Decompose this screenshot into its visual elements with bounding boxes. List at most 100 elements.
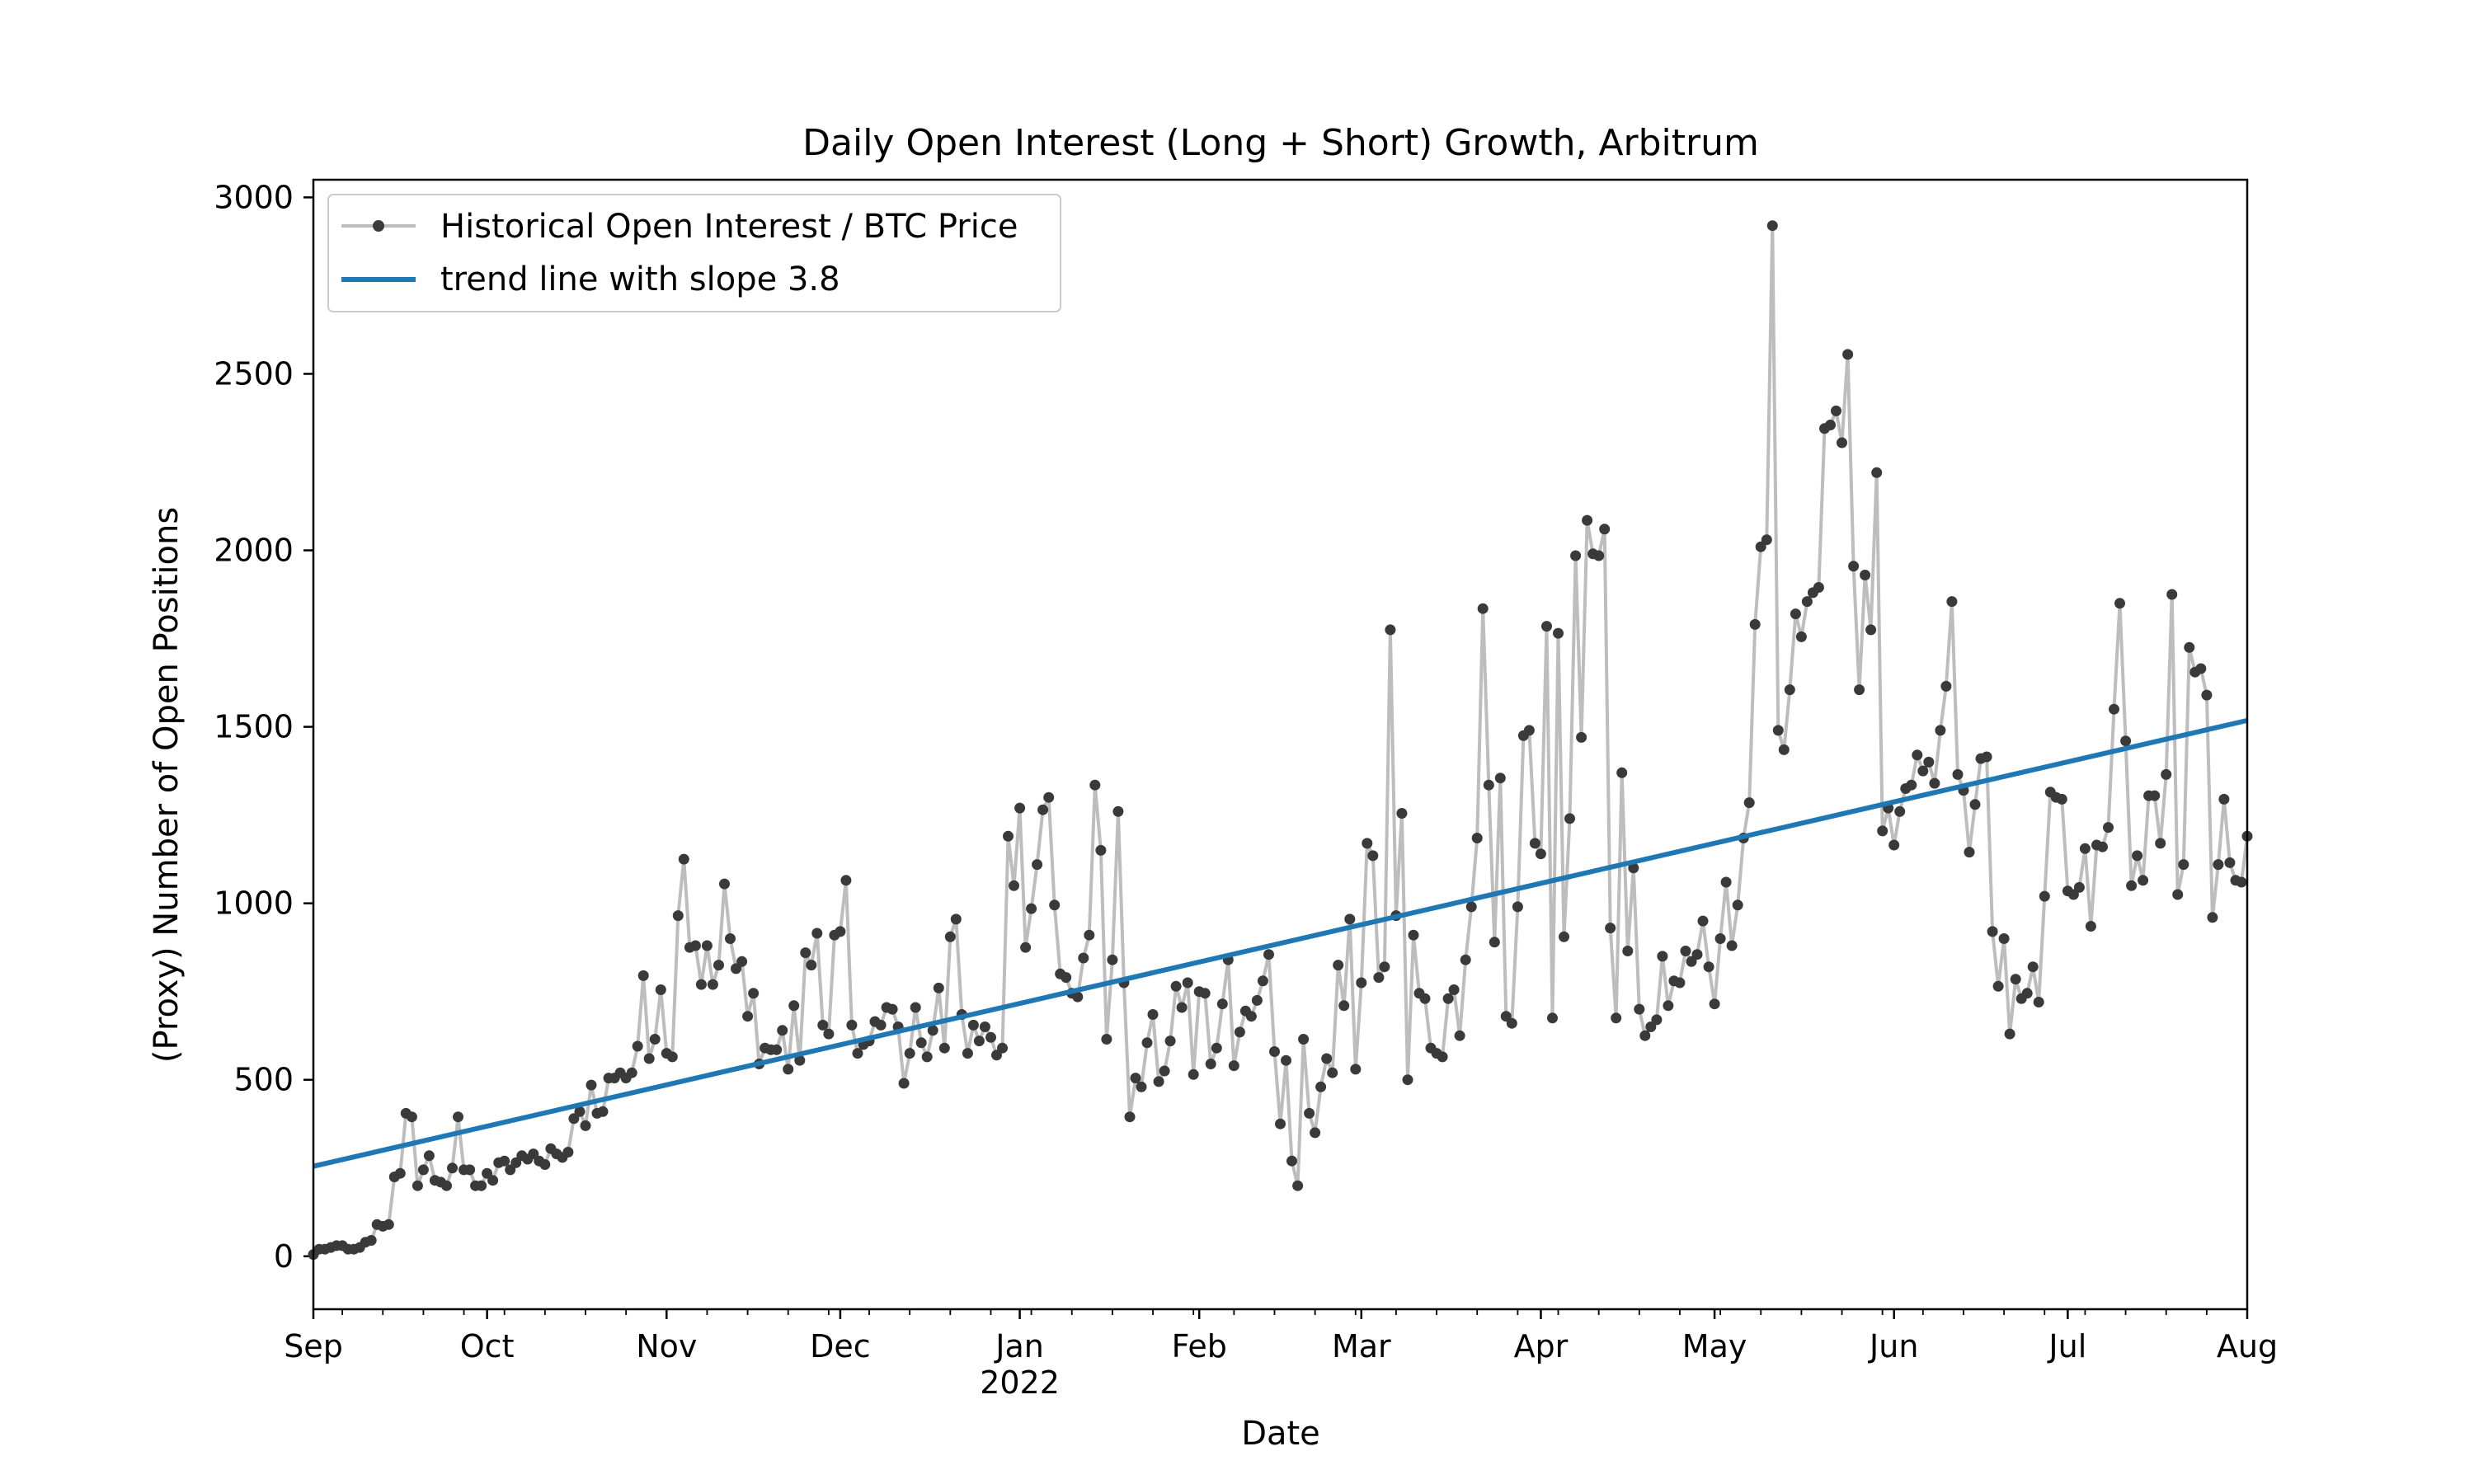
- data-point: [632, 1040, 643, 1052]
- data-point: [580, 1120, 591, 1131]
- x-tick-label: Dec: [810, 1328, 871, 1364]
- data-point: [1732, 899, 1743, 911]
- data-point: [1703, 961, 1714, 973]
- data-point: [1512, 901, 1523, 913]
- data-point: [394, 1167, 406, 1179]
- data-point: [1009, 880, 1019, 891]
- data-point: [447, 1162, 458, 1174]
- data-point: [1778, 744, 1790, 755]
- data-point: [1037, 804, 1049, 815]
- data-point: [817, 1019, 829, 1031]
- data-point: [412, 1180, 423, 1191]
- data-point: [1593, 550, 1605, 561]
- data-point: [1003, 830, 1014, 842]
- data-point: [1234, 1026, 1245, 1038]
- data-point: [1784, 684, 1795, 696]
- data-point: [1987, 926, 1998, 937]
- x-tick-label: Oct: [460, 1328, 515, 1364]
- data-point: [1136, 1081, 1147, 1092]
- data-point: [643, 1053, 655, 1064]
- y-tick-label: 3000: [214, 179, 294, 215]
- data-point: [1691, 949, 1703, 960]
- data-point: [1471, 833, 1483, 843]
- data-point: [1442, 993, 1454, 1004]
- data-point: [806, 960, 817, 971]
- data-point: [1032, 859, 1043, 871]
- data-point: [719, 878, 730, 890]
- data-point: [921, 1051, 933, 1063]
- data-point: [1321, 1053, 1333, 1064]
- data-point: [950, 913, 962, 925]
- data-point: [1547, 1012, 1558, 1024]
- data-point: [1216, 998, 1228, 1010]
- plot-area: [308, 220, 2253, 1261]
- data-point: [649, 1034, 661, 1045]
- legend: Historical Open Interest / BTC Price tre…: [327, 194, 1061, 312]
- data-point: [967, 1019, 979, 1031]
- data-point: [2218, 793, 2230, 805]
- data-point: [1998, 933, 2010, 944]
- data-point: [1304, 1107, 1315, 1119]
- y-tick-label: 2000: [214, 533, 294, 569]
- data-point: [2067, 889, 2079, 900]
- data-point: [1483, 779, 1494, 791]
- data-point: [777, 1025, 788, 1036]
- data-point: [933, 982, 944, 993]
- data-point: [707, 979, 718, 990]
- data-point: [1726, 940, 1738, 951]
- data-point: [689, 940, 701, 951]
- data-point: [2010, 974, 2021, 985]
- data-point: [2126, 880, 2138, 891]
- data-point: [823, 1028, 835, 1040]
- series-trend-line: [313, 717, 2248, 1169]
- data-point: [1356, 977, 1367, 989]
- data-point: [655, 984, 666, 995]
- data-point: [1049, 899, 1061, 911]
- data-point: [1854, 684, 1865, 696]
- data-point: [701, 940, 713, 951]
- data-point: [2004, 1028, 2015, 1040]
- data-point: [938, 1042, 950, 1054]
- data-point: [1043, 791, 1055, 803]
- data-point: [574, 1106, 586, 1117]
- data-point: [1813, 582, 1824, 593]
- x-tick-label: Mar: [1332, 1328, 1391, 1364]
- data-point: [1310, 1127, 1321, 1139]
- x-tick-label: Apr: [1514, 1328, 1569, 1364]
- data-point: [1795, 631, 1807, 642]
- data-point: [1379, 961, 1390, 973]
- data-point: [1026, 903, 1037, 914]
- data-point: [846, 1019, 858, 1031]
- data-point: [794, 1054, 806, 1066]
- data-point: [1634, 1003, 1645, 1015]
- data-point: [441, 1180, 452, 1191]
- data-point: [1639, 1030, 1651, 1041]
- data-point: [1686, 956, 1697, 967]
- data-point: [1460, 954, 1471, 965]
- data-point: [1292, 1180, 1304, 1191]
- data-point: [973, 1036, 985, 1047]
- data-point: [1147, 1009, 1159, 1020]
- data-point: [1663, 1000, 1674, 1012]
- data-point: [1130, 1073, 1141, 1084]
- data-point: [365, 1235, 377, 1246]
- data-point: [2201, 689, 2213, 701]
- data-point: [1917, 765, 1929, 777]
- x-tick-label: Sep: [284, 1328, 343, 1364]
- data-point: [1628, 862, 1639, 874]
- data-point: [626, 1067, 637, 1078]
- data-point: [2056, 793, 2067, 805]
- data-point: [1599, 524, 1611, 535]
- plot-frame: [312, 178, 2249, 1311]
- data-point: [1529, 838, 1540, 849]
- data-point: [2213, 859, 2224, 871]
- data-point: [1298, 1034, 1310, 1045]
- data-point: [1564, 813, 1575, 824]
- data-point: [2027, 961, 2039, 973]
- data-point: [1373, 972, 1385, 984]
- data-point: [1020, 942, 1032, 953]
- y-tick-label: 0: [274, 1238, 294, 1275]
- data-point: [637, 970, 649, 981]
- data-point: [2184, 641, 2195, 653]
